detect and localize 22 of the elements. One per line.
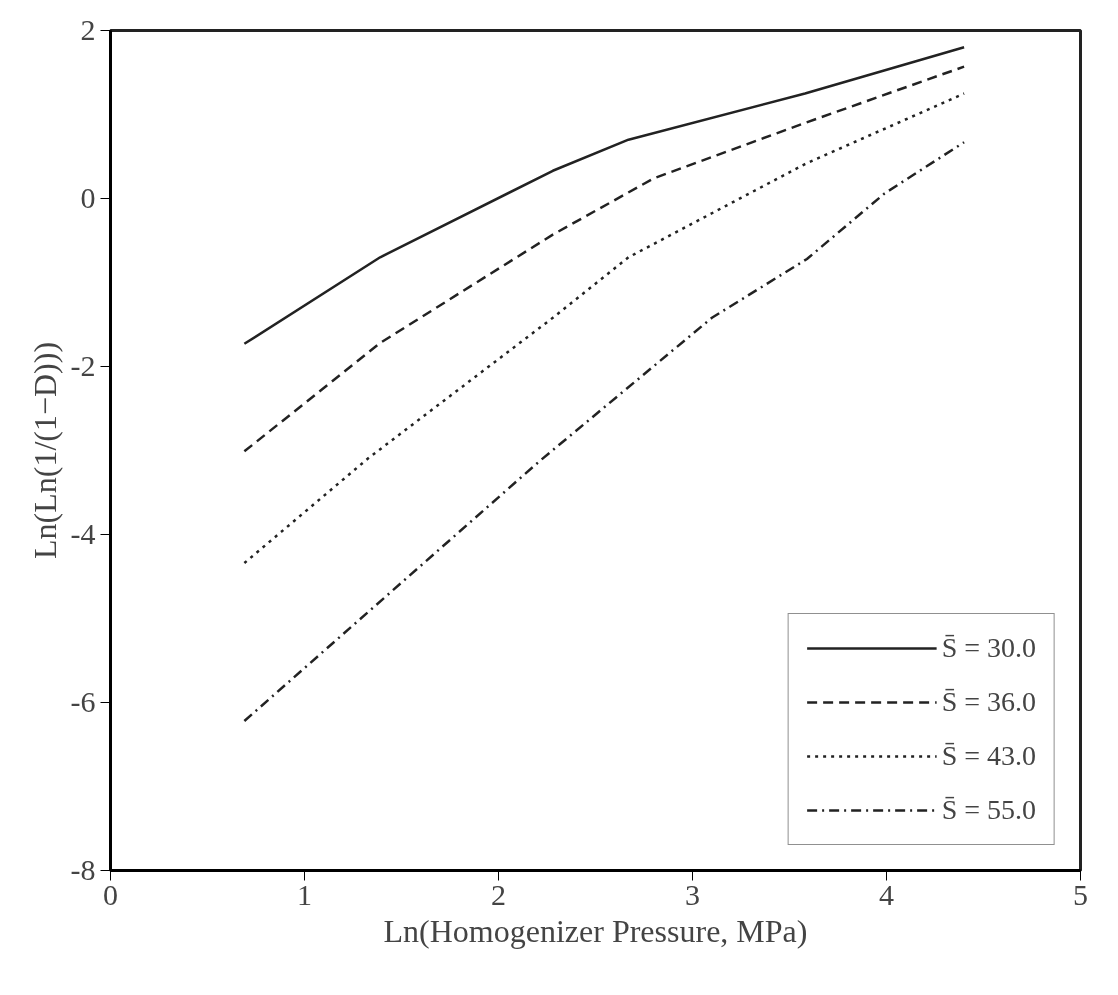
y-tick-label: -6 [70,685,96,718]
y-tick-label: -4 [70,517,96,550]
legend-label: S̄ = 43.0 [941,740,1036,772]
y-tick-label: -2 [70,349,96,382]
y-axis-title: Ln(Ln(1/(1−D))) [26,341,63,560]
x-axis-title: Ln(Homogenizer Pressure, MPa) [383,912,808,949]
legend-label: S̄ = 36.0 [941,686,1036,718]
line-series [243,46,966,346]
legend-label: S̄ = 30.0 [941,632,1036,664]
y-tick-label: -8 [70,853,96,886]
x-tick-label: 2 [491,877,506,911]
x-tick-label: 5 [1073,877,1088,911]
x-tick-label: 4 [879,877,894,911]
y-tick-label: 2 [80,13,96,46]
line-series [243,65,966,453]
line-series [243,92,966,565]
y-tick-label: 0 [80,181,96,214]
legend-label: S̄ = 55.0 [941,794,1036,826]
x-tick-label: 1 [297,877,312,911]
line-series [243,140,966,723]
x-tick-label: 0 [103,877,118,911]
x-tick-label: 3 [685,877,700,911]
